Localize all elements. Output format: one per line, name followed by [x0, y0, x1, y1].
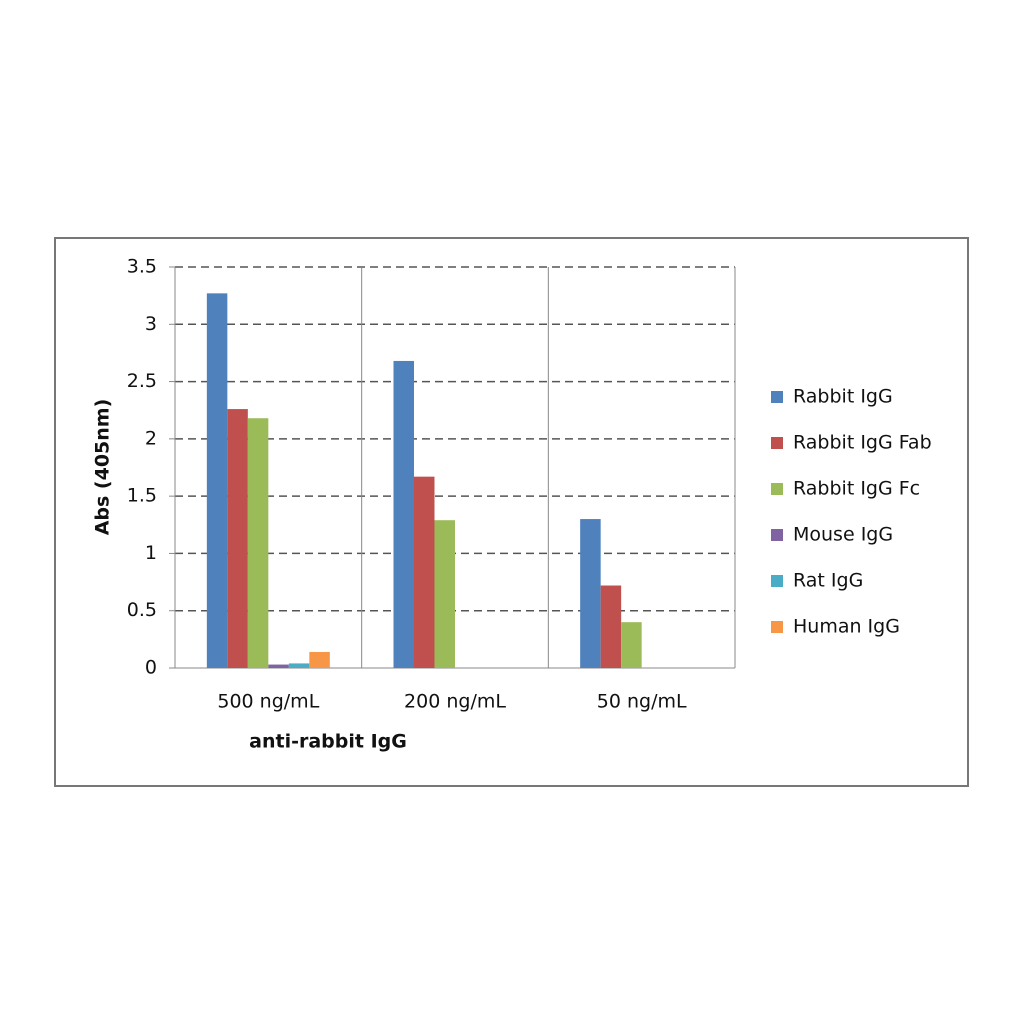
bar — [227, 409, 248, 668]
bar — [206, 293, 228, 668]
bar — [580, 519, 601, 668]
x-tick-label: 500 ng/mL — [217, 691, 319, 713]
bar — [309, 651, 330, 668]
y-tick-label: 2 — [145, 427, 157, 449]
bar — [247, 418, 269, 668]
bar — [268, 664, 289, 668]
legend-label: Rabbit IgG Fab — [793, 432, 932, 454]
legend-label: Human IgG — [793, 616, 900, 638]
legend-label: Rabbit IgG — [793, 386, 893, 408]
bar — [434, 520, 455, 668]
x-tick-label: 200 ng/mL — [404, 691, 506, 713]
y-tick-label: 1 — [145, 542, 157, 564]
y-tick-label: 0.5 — [127, 599, 157, 621]
legend-label: Rat IgG — [793, 570, 863, 592]
y-tick-label: 3.5 — [127, 256, 157, 278]
legend-swatch — [771, 529, 783, 541]
x-tick-label: 50 ng/mL — [597, 691, 687, 713]
bar — [600, 585, 622, 668]
y-axis-title: Abs (405nm) — [92, 399, 114, 536]
legend-swatch — [771, 621, 783, 633]
y-tick-label: 1.5 — [127, 485, 157, 507]
bar — [414, 476, 435, 668]
x-axis-title: anti-rabbit IgG — [249, 731, 407, 753]
legend-swatch — [771, 575, 783, 587]
legend-swatch — [771, 391, 783, 403]
legend-label: Rabbit IgG Fc — [793, 478, 920, 500]
legend-swatch — [771, 483, 783, 495]
bar — [288, 663, 310, 668]
y-tick-label: 0 — [145, 657, 157, 679]
y-tick-label: 3 — [145, 313, 157, 335]
legend-label: Mouse IgG — [793, 524, 893, 546]
bar — [393, 360, 414, 668]
y-tick-label: 2.5 — [127, 370, 157, 392]
legend-swatch — [771, 437, 783, 449]
chart-frame — [54, 237, 969, 787]
bar — [621, 622, 642, 668]
